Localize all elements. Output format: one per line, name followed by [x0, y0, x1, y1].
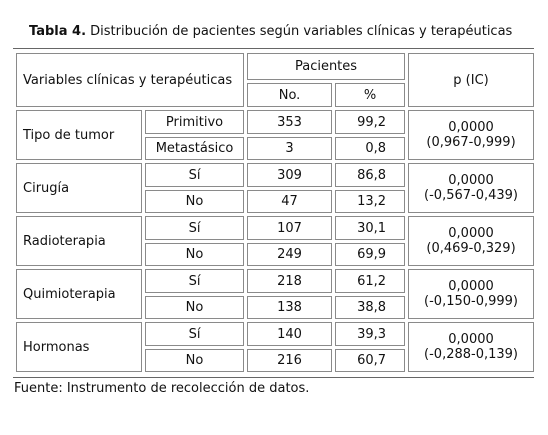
p-ic-cell: 0,0000 (-0,288-0,139) — [408, 322, 535, 372]
percent-cell: 13,2 — [335, 190, 406, 213]
header-pacientes: Pacientes — [247, 53, 406, 80]
p-value: 0,0000 — [448, 173, 494, 188]
confidence-interval: (-0,150-0,999) — [424, 294, 518, 309]
confidence-interval: (0,967-0,999) — [426, 135, 516, 150]
table-row: Radioterapia Sí 107 30,1 0,0000 (0,469-0,329) — [16, 216, 535, 266]
category-cell: No — [145, 296, 245, 319]
variable-name-cell: Tipo de tumor — [16, 110, 142, 160]
table-row: Cirugía Sí 309 86,8 0,0000 (-0,567-0,439) — [16, 163, 535, 213]
percent-cell: 99,2 — [335, 110, 406, 134]
p-ic-cell: 0,0000 (0,469-0,329) — [408, 216, 535, 266]
category-cell: No — [145, 349, 245, 372]
category-cell: Sí — [145, 269, 245, 293]
p-ic-cell: 0,0000 (-0,150-0,999) — [408, 269, 535, 319]
table-row: Hormonas Sí 140 39,3 0,0000 (-0,288-0,139) — [16, 322, 535, 372]
category-cell: No — [145, 243, 245, 266]
header-variables: Variables clínicas y terapéuticas — [16, 53, 245, 107]
variable-name-cell: Cirugía — [16, 163, 142, 213]
p-value: 0,0000 — [448, 226, 494, 241]
count-cell: 47 — [247, 190, 333, 213]
count-cell: 3 — [247, 137, 333, 160]
table-caption: Tabla 4. Distribución de pacientes según… — [29, 24, 512, 40]
confidence-interval: (-0,288-0,139) — [424, 347, 518, 362]
table-caption-label: Tabla 4. — [29, 24, 87, 39]
header-pct: % — [335, 83, 406, 107]
confidence-interval: (-0,567-0,439) — [424, 188, 518, 203]
table-row: Tipo de tumor Primitivo 353 99,2 0,0000 (0,96… — [16, 110, 535, 160]
table-frame — [13, 48, 534, 378]
table-row: Metastásico 3 0,8 — [16, 137, 534, 160]
p-value: 0,0000 — [448, 120, 494, 135]
percent-cell: 39,3 — [335, 322, 406, 346]
header-p-ic: p (IC) — [408, 53, 535, 107]
p-value: 0,0000 — [448, 279, 494, 294]
percent-cell: 0,8 — [335, 137, 406, 160]
p-ic-cell: 0,0000 (0,967-0,999) — [408, 110, 535, 160]
count-cell: 140 — [247, 322, 333, 346]
count-cell: 309 — [247, 163, 333, 187]
variable-name-cell: Radioterapia — [16, 216, 142, 266]
count-cell: 353 — [247, 110, 333, 134]
confidence-interval: (0,469-0,329) — [426, 241, 516, 256]
count-cell: 138 — [247, 296, 333, 319]
category-cell: No — [145, 190, 245, 213]
variable-name-cell: Hormonas — [16, 322, 142, 372]
header-no: No. — [247, 83, 333, 107]
category-cell: Sí — [145, 322, 245, 346]
category-cell: Sí — [145, 216, 245, 240]
count-cell: 249 — [247, 243, 333, 266]
category-cell: Primitivo — [145, 110, 245, 134]
p-ic-cell: 0,0000 (-0,567-0,439) — [408, 163, 535, 213]
table-row: No 138 38,8 — [16, 296, 534, 319]
table-source-note: Fuente: Instrumento de recolección de da… — [14, 381, 310, 396]
percent-cell: 86,8 — [335, 163, 406, 187]
table-row: No 47 13,2 — [16, 190, 534, 213]
p-value: 0,0000 — [448, 332, 494, 347]
header-row-2: No. % — [16, 83, 534, 107]
table-row: No 249 69,9 — [16, 243, 534, 266]
count-cell: 218 — [247, 269, 333, 293]
table-row: No 216 60,7 — [16, 349, 534, 372]
category-cell: Sí — [145, 163, 245, 187]
variable-name-cell: Quimioterapia — [16, 269, 142, 319]
table-row: Quimioterapia Sí 218 61,2 0,0000 (-0,150-0,99… — [16, 269, 535, 319]
header-row-1: Variables clínicas y terapéuticas Pacien… — [16, 53, 535, 107]
table-caption-text: Distribución de pacientes según variable… — [90, 24, 513, 39]
count-cell: 107 — [247, 216, 333, 240]
percent-cell: 60,7 — [335, 349, 406, 372]
patients-table: Variables clínicas y terapéuticas Pacien… — [13, 50, 537, 375]
category-cell: Metastásico — [145, 137, 245, 160]
percent-cell: 69,9 — [335, 243, 406, 266]
percent-cell: 30,1 — [335, 216, 406, 240]
count-cell: 216 — [247, 349, 333, 372]
percent-cell: 38,8 — [335, 296, 406, 319]
percent-cell: 61,2 — [335, 269, 406, 293]
